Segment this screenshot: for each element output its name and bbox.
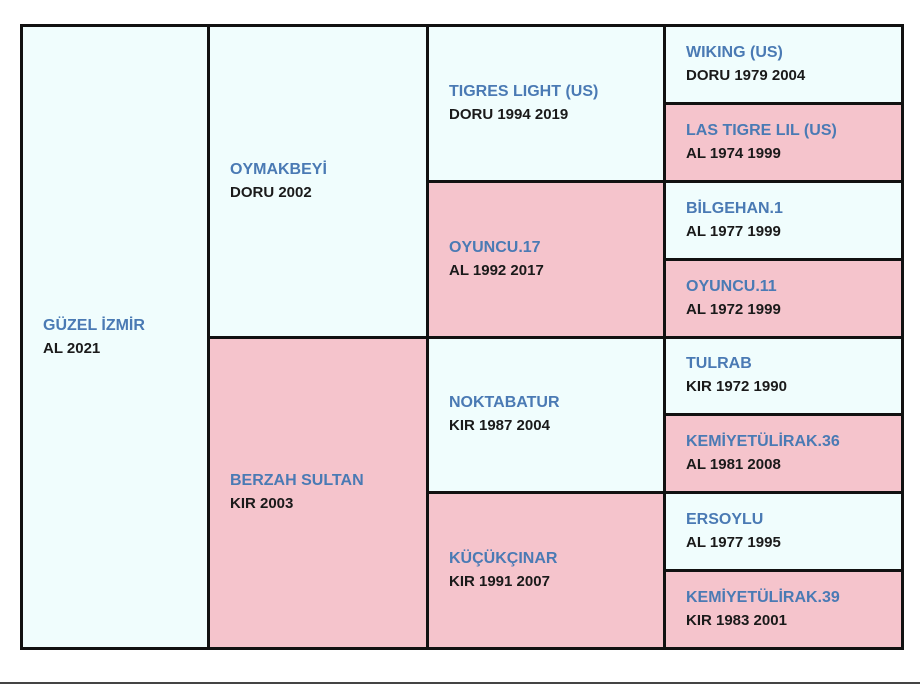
horse-name[interactable]: OYMAKBEYİ	[230, 160, 327, 178]
horse-name[interactable]: KÜÇÜKÇINAR	[449, 550, 558, 568]
horse-name[interactable]: BERZAH SULTAN	[230, 472, 364, 490]
horse-name[interactable]: ERSOYLU	[686, 511, 764, 529]
grandsire-paternal-cell: TIGRES LIGHT (US) DORU 1994 2019	[429, 27, 663, 180]
great-grandparent-cell: LAS TIGRE LIL (US) AL 1974 1999	[666, 104, 901, 180]
horse-name[interactable]: TULRAB	[686, 355, 752, 373]
horse-info: KIR 1983 2001	[686, 612, 787, 630]
granddam-maternal-cell: KÜÇÜKÇINAR KIR 1991 2007	[429, 494, 663, 647]
horse-name[interactable]: LAS TIGRE LIL (US)	[686, 121, 837, 139]
horse-info: AL 1977 1995	[686, 534, 781, 552]
horse-info: DORU 1994 2019	[449, 105, 569, 123]
horse-name[interactable]: OYUNCU.11	[686, 277, 777, 295]
horse-info: KIR 1987 2004	[449, 417, 550, 435]
bottom-divider	[0, 682, 920, 684]
horse-info: AL 2021	[43, 339, 101, 357]
horse-name[interactable]: WIKING (US)	[686, 43, 783, 61]
horse-info: AL 1992 2017	[449, 261, 544, 279]
great-grandparent-cell: BİLGEHAN.1 AL 1977 1999	[666, 182, 901, 258]
sire-cell: OYMAKBEYİ DORU 2002	[210, 27, 426, 336]
great-grandparent-cell: KEMİYETÜLİRAK.39 KIR 1983 2001	[666, 572, 901, 647]
horse-info: AL 1974 1999	[686, 144, 781, 162]
horse-info: DORU 1979 2004	[686, 66, 806, 84]
grandsire-maternal-cell: NOKTABATUR KIR 1987 2004	[429, 338, 663, 492]
horse-info: AL 1977 1999	[686, 222, 781, 240]
subject-cell: GÜZEL İZMİR AL 2021	[23, 27, 207, 647]
granddam-paternal-cell: OYUNCU.17 AL 1992 2017	[429, 182, 663, 336]
horse-name[interactable]: BİLGEHAN.1	[686, 199, 783, 217]
horse-name[interactable]: KEMİYETÜLİRAK.39	[686, 589, 840, 607]
horse-info: KIR 2003	[230, 495, 294, 513]
horse-info: AL 1981 2008	[686, 456, 781, 474]
great-grandparent-cell: OYUNCU.11 AL 1972 1999	[666, 260, 901, 336]
horse-info: AL 1972 1999	[686, 300, 781, 318]
horse-info: DORU 2002	[230, 183, 312, 201]
great-grandparent-cell: TULRAB KIR 1972 1990	[666, 338, 901, 414]
horse-name[interactable]: TIGRES LIGHT (US)	[449, 82, 599, 100]
great-grandparent-cell: WIKING (US) DORU 1979 2004	[666, 27, 901, 102]
great-grandparent-cell: KEMİYETÜLİRAK.36 AL 1981 2008	[666, 416, 901, 492]
dam-cell: BERZAH SULTAN KIR 2003	[210, 338, 426, 647]
great-grandparent-cell: ERSOYLU AL 1977 1995	[666, 494, 901, 570]
horse-name[interactable]: NOKTABATUR	[449, 394, 560, 412]
horse-info: KIR 1972 1990	[686, 378, 787, 396]
horse-name[interactable]: KEMİYETÜLİRAK.36	[686, 433, 840, 451]
pedigree-chart: GÜZEL İZMİR AL 2021 OYMAKBEYİ DORU 2002 …	[20, 24, 904, 650]
horse-name[interactable]: OYUNCU.17	[449, 238, 541, 256]
horse-name[interactable]: GÜZEL İZMİR	[43, 316, 145, 334]
horse-info: KIR 1991 2007	[449, 573, 550, 591]
